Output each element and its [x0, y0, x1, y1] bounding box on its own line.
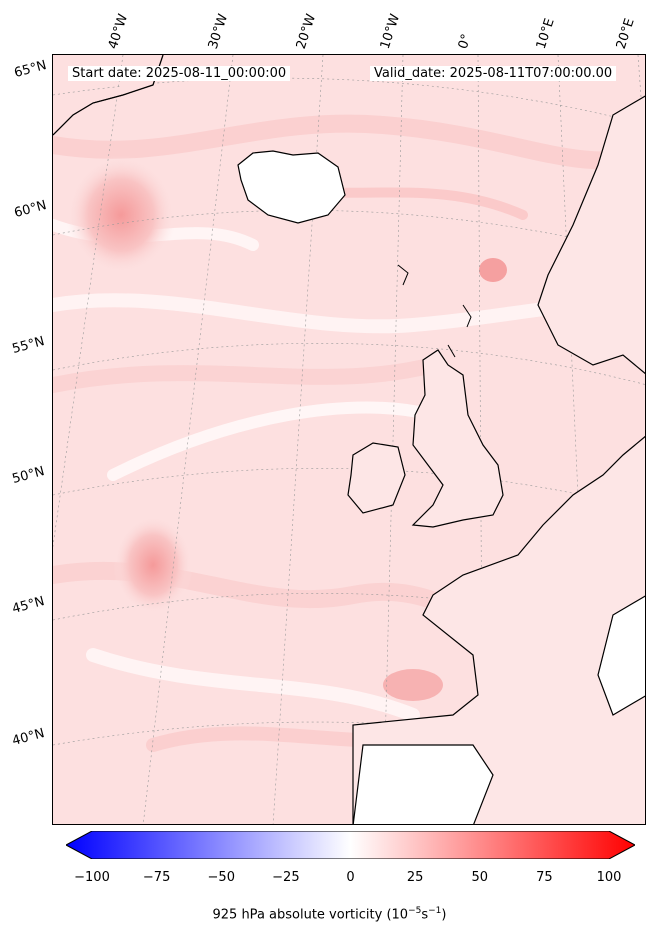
landmasses: [53, 55, 645, 824]
longitude-label: 30°W: [205, 12, 232, 51]
colorbar-tick-label: −100: [74, 870, 110, 885]
colorbar-label-exp1: −5: [408, 906, 422, 916]
latitude-label: 45°N: [10, 594, 47, 617]
longitude-label: 20°W: [293, 12, 320, 51]
colorbar-gradient: [66, 831, 635, 859]
colorbar-tick-label: 75: [536, 870, 553, 885]
latitude-label: 50°N: [10, 464, 47, 487]
vorticity-map: [53, 55, 645, 824]
longitude-label: 40°W: [105, 12, 132, 51]
graticule: [53, 55, 645, 824]
map-panel: [52, 54, 646, 825]
vorticity-maximum-southwest: [113, 515, 193, 615]
colorbar-label-suffix: ): [441, 907, 447, 923]
colorbar-tick-label: 25: [406, 870, 424, 885]
longitude-label: 20°E: [613, 16, 638, 51]
latitude-label: 40°N: [10, 726, 47, 749]
vorticity-spot-north-sea: [479, 258, 507, 282]
vorticity-spot-biscay: [383, 669, 443, 701]
colorbar-label-mid: s: [421, 907, 429, 923]
colorbar-label: 925 hPa absolute vorticity (10−5s−1): [0, 906, 659, 922]
colorbar: [66, 831, 635, 859]
british-isles: [411, 349, 504, 528]
vorticity-maximum-northwest: [66, 155, 176, 275]
alps-land: [597, 595, 645, 716]
latitude-label: 65°N: [12, 58, 49, 81]
iberia-land: [352, 744, 494, 824]
colorbar-tick-label: 50: [471, 870, 489, 885]
longitude-label: 10°E: [533, 16, 558, 51]
start-date-label: Start date: 2025-08-11_00:00:00: [68, 66, 291, 81]
colorbar-tick-label: 0: [346, 870, 355, 885]
longitude-label: 10°W: [377, 12, 404, 51]
latitude-label: 55°N: [10, 334, 47, 357]
scandinavia: [537, 95, 645, 375]
colorbar-tick-label: −50: [207, 870, 235, 885]
colorbar-tick-label: −25: [272, 870, 300, 885]
valid-date-label: Valid_date: 2025-08-11T07:00:00.00: [370, 66, 617, 81]
colorbar-label-exp2: −1: [428, 906, 442, 916]
colorbar-tick-label: 100: [596, 870, 622, 885]
continental-europe: [352, 435, 645, 824]
colorbar-label-prefix: 925 hPa absolute vorticity (10: [212, 907, 409, 923]
ireland: [347, 442, 406, 514]
longitude-label: 0°: [455, 32, 475, 51]
iceland: [237, 150, 346, 224]
latitude-label: 60°N: [12, 198, 49, 221]
colorbar-tick-label: −75: [142, 870, 171, 885]
